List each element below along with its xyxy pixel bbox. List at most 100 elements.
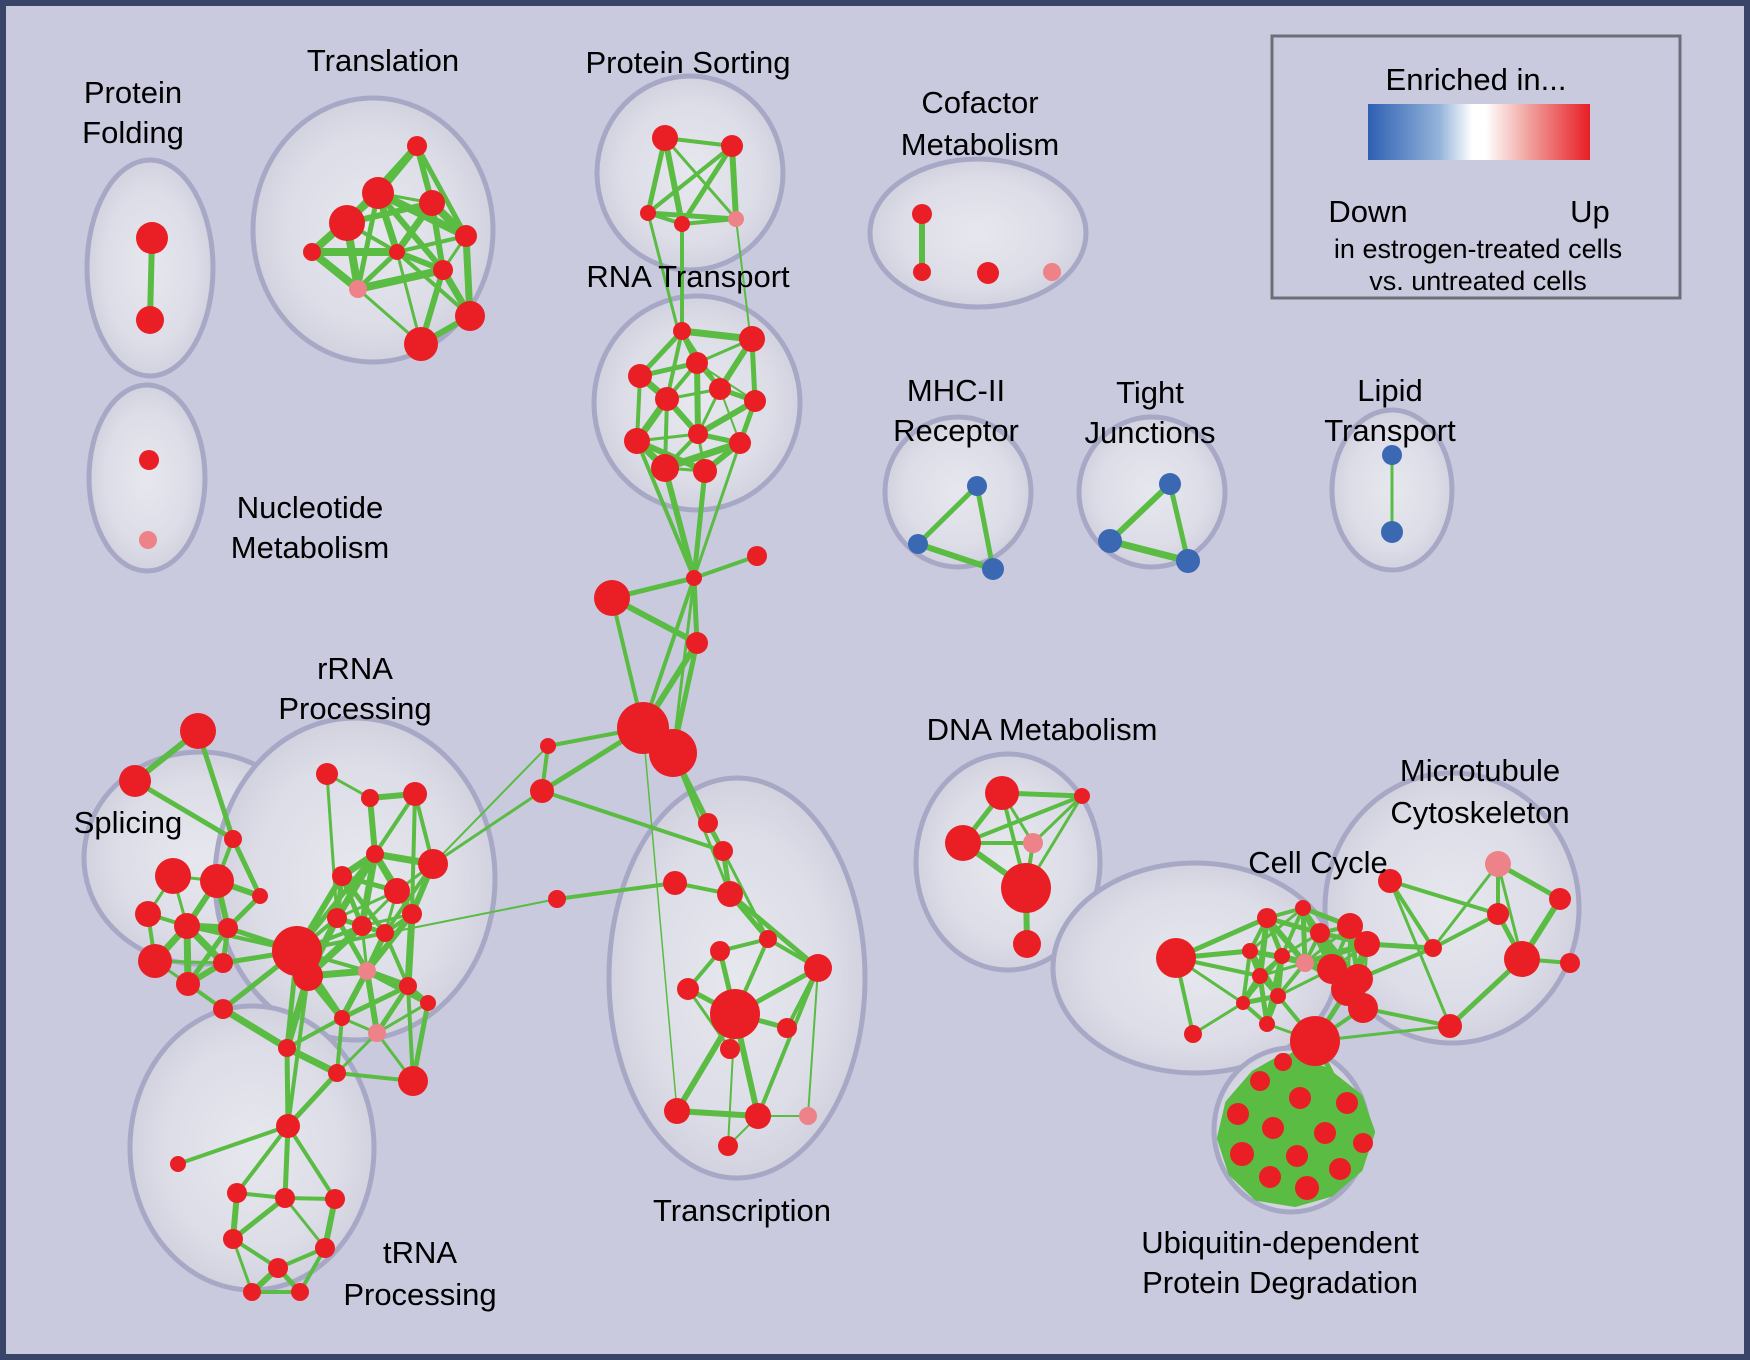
cluster-label-protein-folding: Folding: [82, 115, 184, 150]
gene-set-node: [967, 476, 987, 496]
overlap-edge: [133, 778, 235, 842]
gene-set-node: [709, 378, 731, 400]
nodes-layer: [119, 125, 1580, 1301]
overlap-edge: [694, 362, 701, 435]
cluster-label-translation: Translation: [307, 43, 459, 78]
legend: Enriched in... Down Up in estrogen-treated …: [1270, 34, 1682, 300]
gene-set-node: [651, 454, 679, 482]
gene-set-node: [799, 1107, 817, 1125]
cluster-label-lipid-transport: Transport: [1324, 413, 1456, 448]
overlap-edge: [1431, 863, 1500, 949]
gene-set-node: [640, 205, 656, 221]
gene-set-node: [278, 1039, 296, 1057]
gene-set-node: [1504, 941, 1540, 977]
gene-set-node: [389, 244, 405, 260]
overlap-edge: [756, 967, 820, 1117]
overlap-edge: [1167, 483, 1191, 562]
gene-set-node: [403, 782, 427, 806]
gene-set-node: [710, 941, 730, 961]
overlap-edge: [340, 983, 410, 1021]
gene-set-node: [1023, 833, 1043, 853]
gene-set-node: [213, 953, 233, 973]
gene-set-node: [1378, 869, 1402, 893]
gene-set-node: [276, 1114, 300, 1138]
gene-set-node: [1381, 521, 1403, 543]
gene-set-node: [1001, 863, 1051, 913]
overlap-edge: [1031, 794, 1084, 845]
gene-set-node: [1184, 1025, 1202, 1043]
overlap-edge: [367, 797, 378, 855]
gene-set-node: [729, 432, 751, 454]
cluster-label-cell-cycle: Cell Cycle: [1248, 845, 1388, 880]
overlap-edge: [296, 898, 558, 952]
gene-set-node: [1337, 913, 1363, 939]
gene-set-node: [1176, 549, 1200, 573]
gene-set-node: [1310, 923, 1330, 943]
overlap-edge: [358, 853, 379, 927]
gene-set-node: [1314, 1122, 1336, 1144]
gene-set-node: [418, 849, 448, 879]
overlap-edge: [286, 975, 310, 1127]
overlap-edge: [1192, 1001, 1244, 1036]
gene-set-node: [720, 1039, 740, 1059]
gene-set-node: [293, 961, 323, 991]
gene-set-node: [399, 977, 417, 995]
gene-set-node: [1353, 1133, 1373, 1153]
gene-set-node: [332, 866, 352, 886]
cluster-label-dna-metabolism: DNA Metabolism: [927, 712, 1158, 747]
gene-set-node: [663, 871, 687, 895]
gene-set-node: [1286, 1145, 1308, 1167]
gene-set-node: [673, 322, 691, 340]
overlap-edge: [729, 145, 739, 220]
gene-set-node: [1329, 1158, 1351, 1180]
gene-set-node: [1262, 1117, 1284, 1139]
overlap-edge: [396, 234, 467, 254]
overlap-edge: [235, 1124, 290, 1195]
overlap-edge: [556, 881, 676, 901]
gene-set-node: [1230, 1142, 1254, 1166]
gene-set-node: [119, 765, 151, 797]
gene-set-node: [1354, 931, 1380, 957]
gene-set-node: [655, 387, 679, 411]
gene-set-node: [402, 904, 422, 924]
overlap-edge: [365, 968, 430, 1006]
overlap-edge: [231, 1196, 287, 1241]
gene-set-node: [224, 830, 242, 848]
overlap-edge: [309, 248, 361, 293]
cluster-label-rrna-processing: rRNA: [317, 651, 393, 686]
overlap-edge: [333, 852, 379, 920]
gene-set-node: [1250, 1071, 1270, 1091]
overlap-edge: [355, 192, 381, 290]
overlap-edge: [916, 484, 979, 546]
gene-set-node: [252, 888, 268, 904]
gene-set-node: [139, 531, 157, 549]
cluster-label-nucleotide-metabolism: Nucleotide: [237, 490, 383, 525]
overlap-edge: [432, 745, 549, 865]
cluster-label-protein-sorting: Protein Sorting: [585, 45, 790, 80]
gene-set-node: [404, 327, 438, 361]
cluster-label-microtubule-cytoskeleton: Microtubule: [1400, 753, 1560, 788]
overlap-edge: [641, 577, 696, 729]
overlap-edge: [376, 1001, 429, 1035]
overlap-edge: [691, 470, 708, 579]
gene-set-node: [200, 864, 234, 898]
overlap-edge: [663, 137, 738, 220]
overlap-edge: [1241, 950, 1252, 1004]
gene-set-node: [664, 1098, 690, 1124]
gene-set-node: [218, 918, 238, 938]
labels-layer: Protein Folding Translation Protein Sorting…: [74, 43, 1570, 1312]
overlap-edge: [721, 850, 770, 940]
gene-set-node: [1485, 851, 1511, 877]
gene-set-node: [1259, 1166, 1281, 1188]
cluster-ellipse-mhc-ii-receptor: [882, 414, 1034, 570]
gene-set-node: [362, 177, 394, 209]
gene-set-node: [1227, 1103, 1249, 1125]
gene-set-node: [384, 878, 410, 904]
overlap-edge: [414, 144, 469, 238]
gene-set-node: [1242, 943, 1258, 959]
overlap-edge: [693, 554, 758, 580]
cluster-label-protein-folding: Protein: [84, 75, 182, 110]
gene-set-node: [530, 779, 554, 803]
